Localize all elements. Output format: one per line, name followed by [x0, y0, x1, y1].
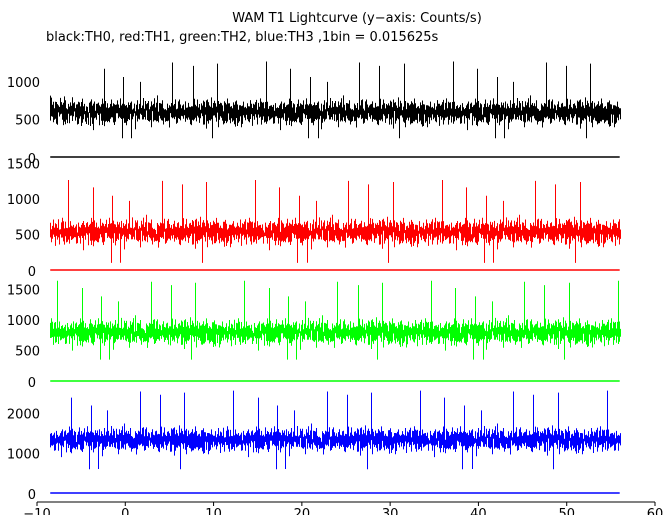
y-tick-label-zero: 0 — [28, 265, 36, 280]
x-tick-label: 60 — [647, 507, 664, 515]
x-tick-label: 0 — [121, 507, 129, 515]
x-tick-label: 20 — [294, 507, 311, 515]
series-th1-line — [50, 180, 621, 263]
x-tick-label: 10 — [205, 507, 222, 515]
y-tick-label-zero: 0 — [28, 488, 36, 503]
y-tick-label: 2000 — [7, 408, 40, 423]
y-tick-label: 1000 — [7, 314, 40, 329]
y-tick-label: 1000 — [7, 447, 40, 462]
y-tick-label: 1500 — [7, 283, 40, 298]
x-tick-label: 40 — [470, 507, 487, 515]
y-tick-label: 500 — [15, 344, 40, 359]
x-tick-label: 30 — [382, 507, 399, 515]
y-tick-label: 1500 — [7, 158, 40, 173]
y-tick-label: 500 — [15, 229, 40, 244]
x-tick-label: 50 — [558, 507, 575, 515]
y-tick-label-zero: 0 — [28, 376, 36, 391]
y-tick-label: 1000 — [7, 76, 40, 91]
panels: 5001000050010001500050010001500010002000… — [7, 61, 621, 503]
x-axis: −10 0 10 20 30 40 50 60 — [23, 501, 664, 515]
series-th2-line — [50, 280, 621, 360]
panel-th1: 500 1000 1500 0 — [7, 158, 621, 280]
chart-subtitle: black:TH0, red:TH1, green:TH2, blue:TH3 … — [46, 30, 439, 45]
y-tick-label: 1000 — [7, 193, 40, 208]
panel-th2: 500 1000 1500 0 — [7, 280, 621, 391]
series-th0-line — [50, 61, 621, 139]
chart-title: WAM T1 Lightcurve (y−axis: Counts/s) — [232, 11, 482, 26]
y-tick-label: 500 — [15, 114, 40, 129]
panel-th0: 500 1000 0 — [7, 61, 621, 167]
y-tick-label-zero: 0 — [28, 152, 36, 167]
x-tick-label: −10 — [23, 507, 50, 515]
panel-th3: 1000 2000 0 — [7, 390, 621, 503]
series-th3-line — [50, 390, 621, 470]
